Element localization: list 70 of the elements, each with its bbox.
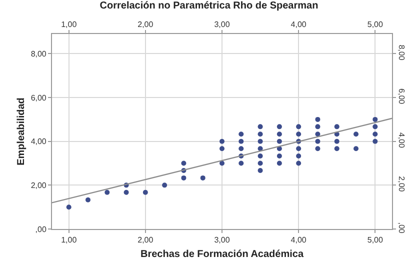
point — [296, 146, 302, 152]
point — [238, 138, 244, 144]
point — [296, 154, 302, 159]
point — [220, 138, 224, 144]
y2-tick-label: 4,00 — [397, 132, 406, 148]
point — [315, 124, 320, 130]
y-tick-label: 6,00 — [30, 93, 47, 102]
point — [296, 132, 302, 137]
point — [200, 175, 206, 180]
point — [162, 182, 168, 188]
point — [334, 138, 340, 144]
point — [334, 146, 340, 152]
point — [181, 160, 186, 166]
point — [181, 175, 186, 180]
point — [315, 146, 320, 152]
chart-title: Correlación no Paramétrica Rho de Spearman — [100, 0, 318, 12]
y-tick-label: ,00 — [35, 224, 47, 234]
x-tick-label: 2,00 — [138, 20, 154, 29]
point — [124, 190, 129, 195]
point — [258, 138, 263, 144]
y2-tick-label: 2,00 — [397, 176, 406, 192]
x2-tick-label: 2,00 — [138, 236, 154, 245]
point — [315, 138, 320, 144]
x2-tick-label: 1,00 — [61, 236, 78, 245]
y-tick-label: 4,00 — [30, 137, 47, 146]
point — [334, 124, 340, 130]
point — [258, 124, 263, 130]
point — [220, 160, 224, 166]
y2-tick-label: ,00 — [397, 222, 406, 234]
point — [258, 132, 263, 137]
point — [354, 132, 359, 137]
point — [258, 168, 263, 173]
point — [372, 132, 378, 137]
point — [238, 132, 244, 137]
y-tick-label: 8,00 — [30, 50, 47, 59]
point — [276, 124, 282, 130]
x-tick-label: 4,00 — [290, 20, 307, 29]
point — [258, 146, 263, 152]
point — [238, 160, 244, 166]
y-tick-label: 2,00 — [30, 180, 47, 190]
point — [372, 116, 378, 122]
point — [104, 190, 110, 195]
point — [276, 132, 282, 137]
point — [66, 204, 72, 210]
point — [296, 124, 302, 130]
point — [296, 160, 302, 166]
point — [315, 116, 320, 122]
point — [276, 138, 282, 144]
point — [220, 146, 224, 152]
y2-tick-label: 8,00 — [397, 44, 406, 61]
point — [354, 146, 359, 152]
x2-tick-label: 5,00 — [367, 236, 384, 245]
point — [276, 160, 282, 166]
point — [238, 146, 244, 152]
x-axis-title: Brechas de Formación Académica — [140, 249, 304, 260]
x-tick-label: 1,00 — [61, 20, 78, 29]
y-axis-title: Empleabilidad — [16, 98, 27, 166]
point — [85, 197, 90, 202]
point — [315, 132, 320, 137]
point — [276, 154, 282, 159]
x-tick-label: 3,00 — [214, 20, 230, 29]
point — [258, 154, 263, 159]
point — [372, 124, 378, 130]
x2-tick-label: 3,00 — [214, 236, 230, 245]
point — [142, 190, 148, 195]
x2-tick-label: 4,00 — [290, 236, 307, 245]
y2-tick-label: 6,00 — [397, 88, 406, 105]
point — [258, 160, 263, 166]
x-tick-label: 5,00 — [367, 20, 384, 29]
point — [372, 138, 378, 144]
